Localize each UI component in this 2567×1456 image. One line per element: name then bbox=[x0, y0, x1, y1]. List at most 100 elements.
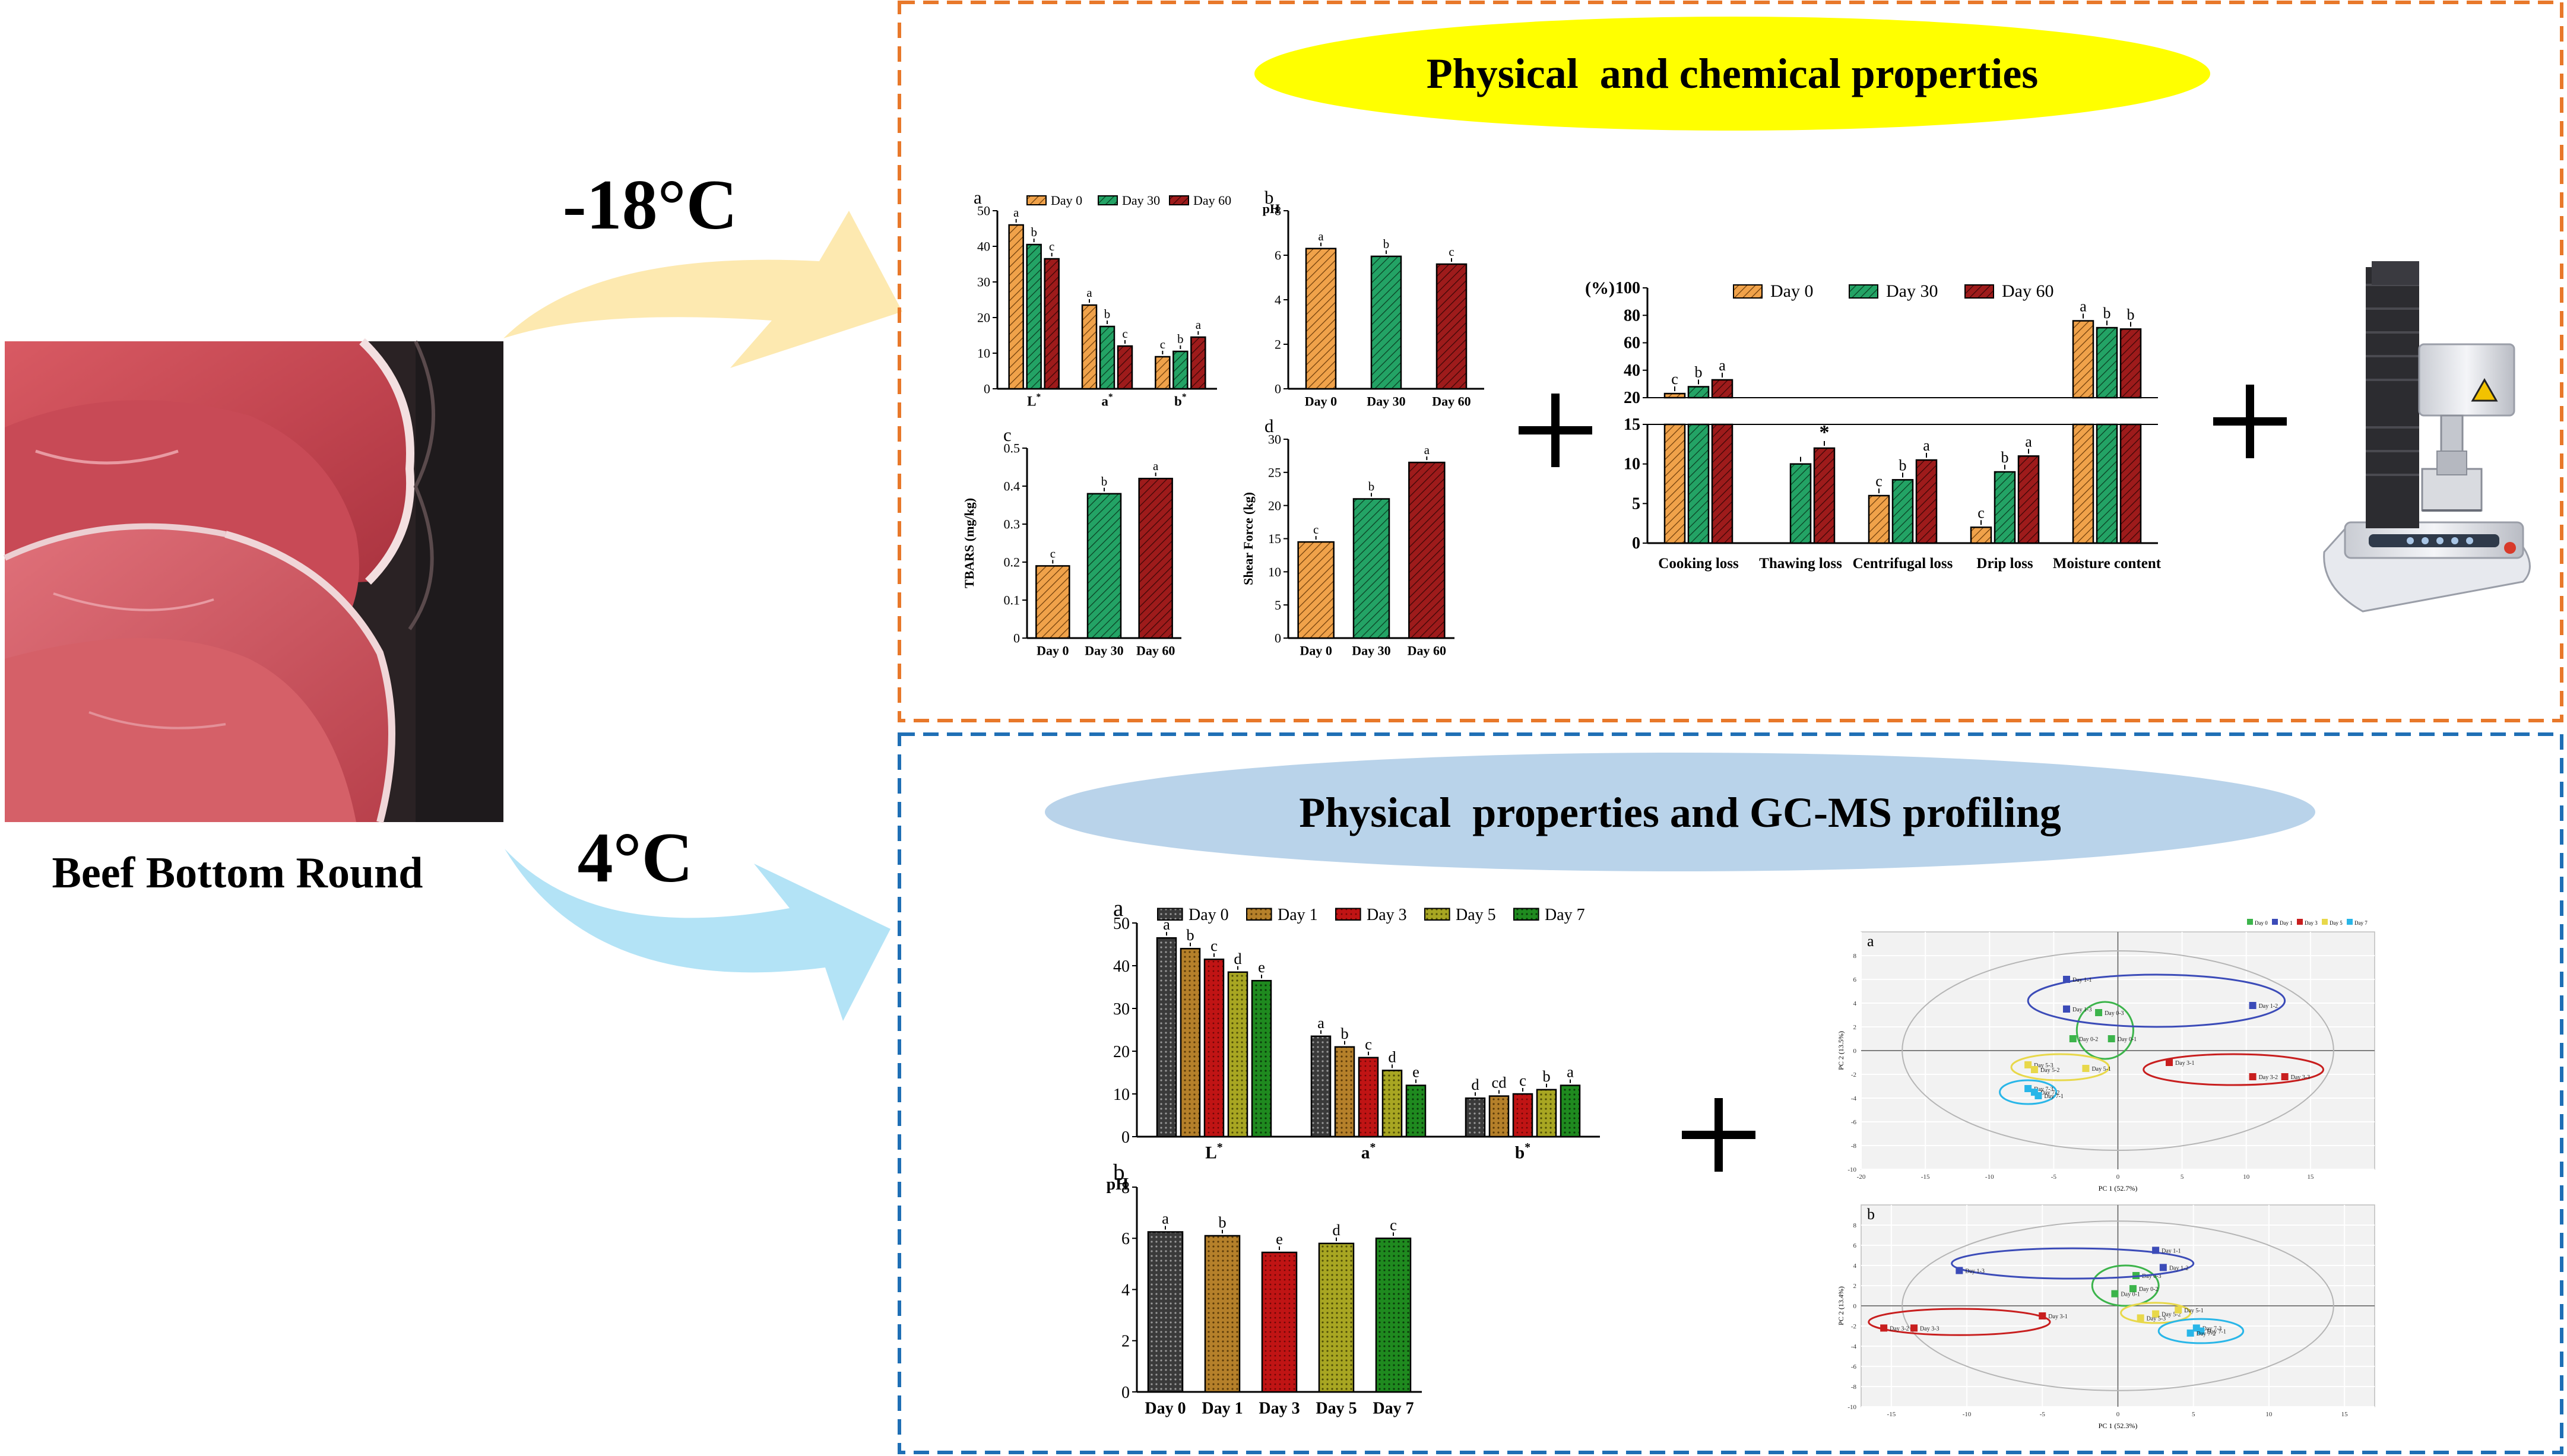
x-tick-label: Day 30 bbox=[1085, 643, 1123, 658]
score-point bbox=[2063, 976, 2070, 983]
bar bbox=[1318, 1242, 1355, 1393]
y-tick-label: 50 bbox=[977, 204, 990, 218]
point-label: Day 7-1 bbox=[2044, 1093, 2064, 1100]
y-tick-label: 0.4 bbox=[1004, 479, 1021, 494]
legend-swatch bbox=[1026, 195, 1047, 205]
chart-top_d: 0 5 10 15 20 25 30d Shear Force (kg) c Day 0 b Day … bbox=[1241, 416, 1454, 658]
y-tick-label: 2 bbox=[1121, 1333, 1130, 1351]
significance-letter: c bbox=[1977, 504, 1985, 521]
y-tick-label: -2 bbox=[1851, 1071, 1856, 1078]
point-label: Day 1-3 bbox=[1965, 1268, 1985, 1275]
x-tick-label: L* bbox=[1205, 1141, 1222, 1163]
significance-letter: c bbox=[1365, 1035, 1372, 1053]
legend-swatch bbox=[1513, 908, 1539, 921]
plus-icon bbox=[1519, 394, 1592, 467]
significance-letter: d bbox=[1471, 1076, 1479, 1093]
legend-label: Day 3 bbox=[1367, 906, 1407, 924]
significance-letter: d bbox=[1234, 950, 1241, 968]
significance-letter: c bbox=[1210, 937, 1218, 954]
y-tick-label: 0.3 bbox=[1004, 517, 1021, 532]
legend-label: Day 3 bbox=[2305, 920, 2318, 926]
y-tick-label: 2 bbox=[1853, 1024, 1857, 1031]
bar bbox=[1334, 1046, 1355, 1138]
bar bbox=[1915, 459, 1938, 544]
y-tick-label: 15 bbox=[1624, 415, 1640, 434]
y-tick-label: 0.5 bbox=[1004, 441, 1021, 456]
x-tick-label: Day 0 bbox=[1037, 643, 1069, 658]
group-ellipse bbox=[2010, 1053, 2110, 1081]
y-tick-label: 20 bbox=[977, 310, 990, 325]
chilled-title: Physical properties and GC-MS profiling bbox=[1299, 789, 2061, 836]
y-tick-label: -8 bbox=[1851, 1384, 1857, 1391]
y-tick-label: 0 bbox=[1275, 631, 1281, 646]
point-label: Day 5-2 bbox=[2162, 1312, 2181, 1318]
bar bbox=[2096, 326, 2118, 399]
bar bbox=[1190, 336, 1206, 390]
plus-icon bbox=[1682, 1098, 1755, 1172]
bar bbox=[1251, 979, 1272, 1138]
bar bbox=[2072, 320, 2094, 399]
score-point bbox=[2039, 1312, 2046, 1319]
significance-letter: b bbox=[1368, 480, 1374, 494]
x-tick-label: Day 7 bbox=[1373, 1399, 1414, 1417]
y-axis-label: pH bbox=[1107, 1175, 1129, 1194]
score-point bbox=[2152, 1310, 2160, 1318]
point-label: Day 7-2 bbox=[2197, 1331, 2216, 1337]
bar bbox=[1081, 304, 1098, 390]
x-tick-label: Day 3 bbox=[1259, 1399, 1300, 1417]
legend-label: Day 0 bbox=[1051, 193, 1082, 208]
significance-letter: a bbox=[1567, 1063, 1574, 1081]
significance-letter: c bbox=[1050, 546, 1056, 560]
y-tick-label: 20 bbox=[1268, 498, 1281, 513]
point-label: Day 0-2 bbox=[2079, 1036, 2099, 1043]
significance-letter: e bbox=[1412, 1063, 1419, 1081]
significance-letter: b bbox=[1177, 332, 1183, 346]
y-tick-label: 6 bbox=[1853, 976, 1857, 984]
bar bbox=[1352, 498, 1390, 639]
panel-letter: a bbox=[1867, 932, 1874, 950]
x-tick-label: -15 bbox=[1921, 1173, 1930, 1181]
score-point bbox=[2108, 1035, 2115, 1042]
legend-swatch bbox=[1169, 195, 1189, 205]
significance-letter: c bbox=[1449, 245, 1454, 259]
legend-label: Day 5 bbox=[2330, 920, 2343, 926]
y-tick-label: 0.2 bbox=[1004, 555, 1021, 570]
significance-letter: b bbox=[1101, 474, 1107, 488]
point-label: Day 3-2 bbox=[1890, 1325, 1909, 1332]
y-axis-label: pH bbox=[1263, 201, 1280, 216]
significance-letter: b bbox=[2001, 449, 2009, 466]
bar bbox=[1687, 423, 1710, 544]
legend-label: Day 0 bbox=[1770, 281, 1813, 301]
significance-letter: b bbox=[1186, 926, 1194, 944]
bar bbox=[1687, 386, 1710, 399]
bar bbox=[1086, 493, 1122, 639]
significance-letter: b bbox=[1383, 237, 1389, 251]
y-tick-label: 4 bbox=[1121, 1281, 1130, 1299]
hotelling-ellipse bbox=[1902, 1220, 2334, 1391]
significance-letter: a bbox=[1318, 229, 1323, 243]
point-label: Day 7-1 bbox=[2207, 1329, 2226, 1336]
bar bbox=[1435, 263, 1468, 390]
y-tick-label: 100 bbox=[1615, 279, 1640, 297]
bar bbox=[1227, 971, 1248, 1138]
frozen-panel-border bbox=[898, 1, 2563, 722]
significance-letter: c bbox=[1122, 326, 1127, 341]
group-ellipse bbox=[1999, 1079, 2058, 1105]
score-point bbox=[2111, 1290, 2119, 1298]
x-tick-label: Day 30 bbox=[1352, 643, 1390, 658]
y-tick-label: 0 bbox=[1275, 382, 1281, 396]
y-tick-label: 0 bbox=[1853, 1048, 1857, 1055]
y-tick-label: 0 bbox=[1632, 534, 1640, 553]
x-tick-label: Day 0 bbox=[1300, 643, 1332, 658]
bar bbox=[2119, 328, 2142, 399]
score-point bbox=[2024, 1061, 2032, 1068]
y-tick-label: 5 bbox=[1275, 598, 1281, 613]
x-axis-label: PC 1 (52.7%) bbox=[2099, 1184, 2138, 1192]
y-tick-label: 6 bbox=[1275, 248, 1281, 263]
legend-swatch bbox=[2347, 919, 2353, 925]
score-point bbox=[2030, 1066, 2038, 1073]
panel-letter: d bbox=[1265, 416, 1274, 436]
